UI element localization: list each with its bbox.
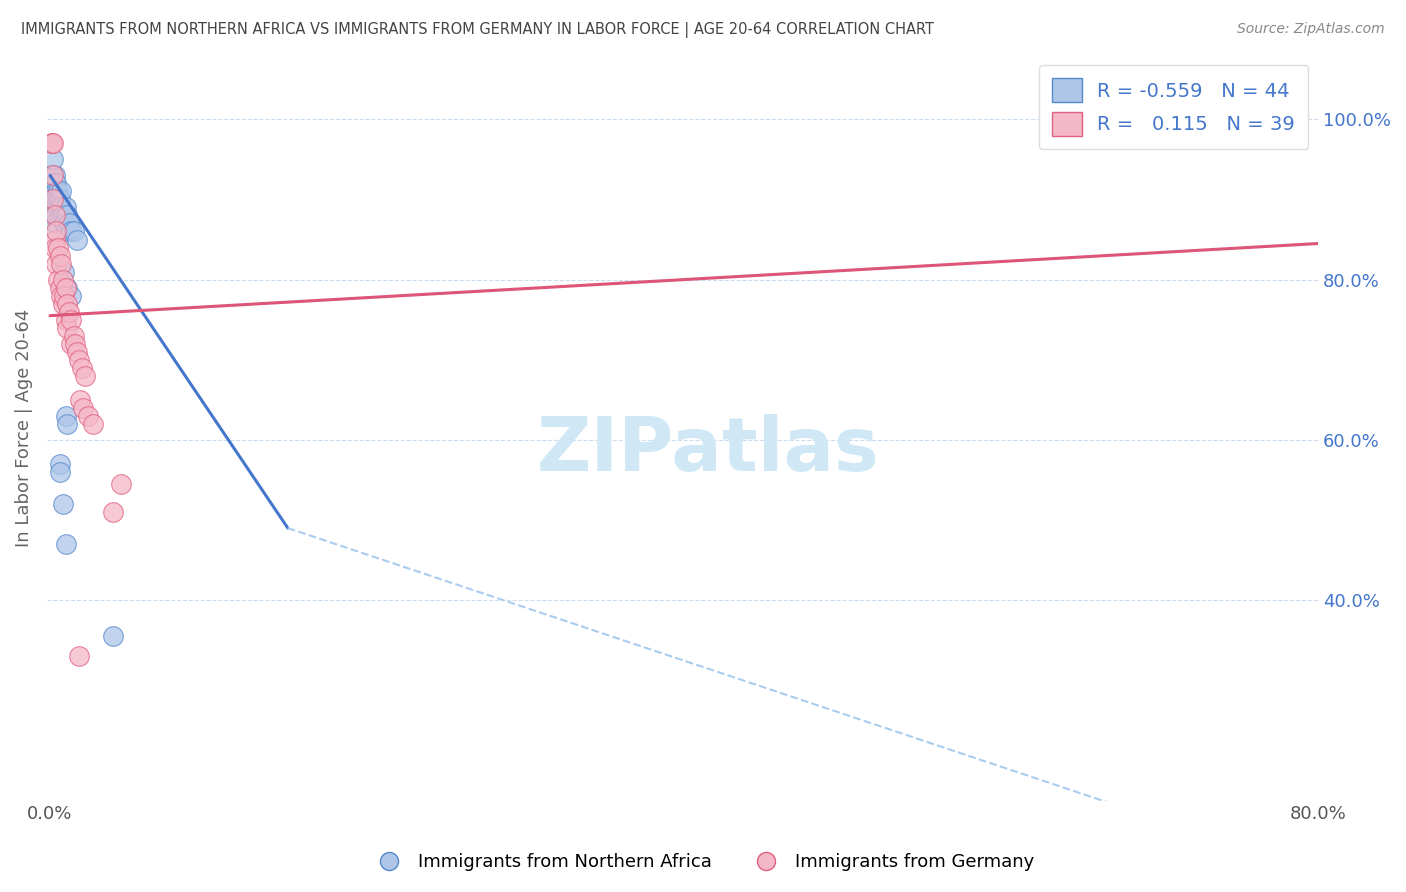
Point: [41, 169, 63, 183]
Text: IMMIGRANTS FROM NORTHERN AFRICA VS IMMIGRANTS FROM GERMANY IN LABOR FORCE | AGE : IMMIGRANTS FROM NORTHERN AFRICA VS IMMIG…: [21, 22, 934, 38]
Point: [55, 409, 77, 423]
Point: [42, 193, 65, 207]
Point: [55, 537, 77, 551]
Point: [53, 288, 76, 302]
Point: [52, 497, 75, 511]
Point: [63, 328, 86, 343]
Point: [63, 225, 86, 239]
Y-axis label: In Labor Force | Age 20-64: In Labor Force | Age 20-64: [15, 309, 32, 547]
Text: Source: ZipAtlas.com: Source: ZipAtlas.com: [1237, 22, 1385, 37]
Point: [66, 233, 89, 247]
Point: [58, 304, 80, 318]
Point: [46, 201, 69, 215]
Point: [48, 465, 70, 479]
Point: [73, 368, 96, 383]
Point: [48, 457, 70, 471]
Point: [55, 225, 77, 239]
Point: [49, 185, 72, 199]
Point: [44, 209, 66, 223]
Point: [48, 193, 70, 207]
Point: [42, 136, 65, 151]
Point: [52, 296, 75, 310]
Point: [66, 344, 89, 359]
Point: [44, 209, 66, 223]
Point: [52, 209, 75, 223]
Point: [72, 401, 94, 415]
Point: [46, 193, 69, 207]
Point: [59, 288, 82, 302]
Point: [67, 649, 90, 664]
Point: [56, 209, 79, 223]
Point: [56, 417, 79, 431]
Point: [45, 209, 67, 223]
Point: [46, 272, 69, 286]
Point: [45, 193, 67, 207]
Point: [44, 177, 66, 191]
Point: [45, 185, 67, 199]
Point: [49, 256, 72, 270]
Point: [56, 280, 79, 294]
Point: [42, 169, 65, 183]
Point: [110, 477, 132, 491]
Point: [42, 201, 65, 215]
Point: [46, 185, 69, 199]
Point: [53, 217, 76, 231]
Point: [56, 296, 79, 310]
Point: [45, 256, 67, 270]
Point: [48, 248, 70, 262]
Point: [52, 272, 75, 286]
Point: [44, 233, 66, 247]
Point: [55, 312, 77, 326]
Point: [46, 240, 69, 254]
Point: [42, 153, 65, 167]
Point: [42, 209, 65, 223]
Text: ZIPatlas: ZIPatlas: [537, 414, 879, 487]
Point: [56, 320, 79, 334]
Point: [53, 264, 76, 278]
Point: [44, 193, 66, 207]
Point: [69, 392, 91, 407]
Point: [44, 169, 66, 183]
Point: [42, 169, 65, 183]
Legend: Immigrants from Northern Africa, Immigrants from Germany: Immigrants from Northern Africa, Immigra…: [364, 847, 1042, 879]
Point: [82, 417, 104, 431]
Point: [70, 360, 93, 375]
Point: [41, 185, 63, 199]
Point: [45, 177, 67, 191]
Point: [103, 629, 125, 643]
Point: [103, 505, 125, 519]
Point: [49, 201, 72, 215]
Point: [44, 240, 66, 254]
Point: [59, 336, 82, 351]
Point: [67, 352, 90, 367]
Legend: R = -0.559   N = 44, R =   0.115   N = 39: R = -0.559 N = 44, R = 0.115 N = 39: [1039, 65, 1309, 149]
Point: [55, 201, 77, 215]
Point: [48, 209, 70, 223]
Point: [55, 280, 77, 294]
Point: [49, 288, 72, 302]
Point: [41, 193, 63, 207]
Point: [42, 185, 65, 199]
Point: [48, 280, 70, 294]
Point: [65, 336, 87, 351]
Point: [41, 136, 63, 151]
Point: [41, 136, 63, 151]
Point: [77, 409, 100, 423]
Point: [44, 217, 66, 231]
Point: [44, 201, 66, 215]
Point: [45, 225, 67, 239]
Point: [58, 217, 80, 231]
Point: [59, 312, 82, 326]
Point: [59, 225, 82, 239]
